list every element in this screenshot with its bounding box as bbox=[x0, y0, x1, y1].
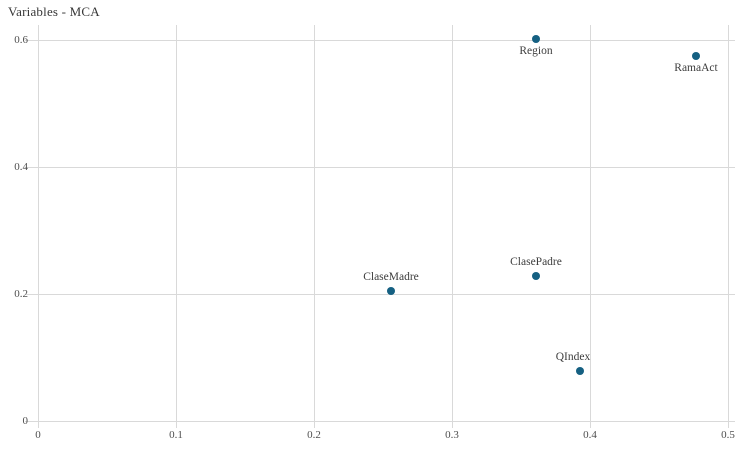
data-point[interactable] bbox=[532, 35, 540, 43]
vertical-gridline bbox=[452, 25, 453, 428]
data-point-label: ClasePadre bbox=[510, 256, 562, 268]
vertical-gridline bbox=[590, 25, 591, 428]
vertical-gridline bbox=[314, 25, 315, 428]
x-axis-tick-label: 0.2 bbox=[307, 429, 321, 441]
vertical-gridline bbox=[38, 25, 39, 428]
data-point[interactable] bbox=[576, 367, 584, 375]
horizontal-gridline bbox=[25, 40, 735, 41]
horizontal-gridline bbox=[25, 294, 735, 295]
data-point-label: QIndex bbox=[555, 351, 591, 363]
data-point-label: Region bbox=[519, 45, 553, 57]
data-point[interactable] bbox=[692, 52, 700, 60]
x-axis-tick-label: 0.3 bbox=[445, 429, 459, 441]
x-axis-tick-label: 0.5 bbox=[721, 429, 735, 441]
data-point-label: RamaAct bbox=[674, 62, 718, 74]
y-axis-tick-label: 0.6 bbox=[14, 34, 28, 46]
y-axis-tick-label: 0 bbox=[22, 415, 29, 427]
y-axis-tick-label: 0.4 bbox=[14, 161, 28, 173]
horizontal-gridline bbox=[25, 421, 735, 422]
data-point[interactable] bbox=[532, 272, 540, 280]
x-axis-tick-label: 0 bbox=[35, 429, 41, 441]
vertical-gridline bbox=[728, 25, 729, 428]
x-axis-tick-label: 0.4 bbox=[583, 429, 597, 441]
vertical-gridline bbox=[176, 25, 177, 428]
horizontal-gridline bbox=[25, 167, 735, 168]
chart-title: Variables - MCA bbox=[8, 4, 100, 19]
x-axis-tick-label: 0.1 bbox=[169, 429, 183, 441]
y-axis-tick-label: 0.2 bbox=[14, 288, 28, 300]
data-point-label: ClaseMadre bbox=[363, 271, 419, 283]
data-point[interactable] bbox=[387, 287, 395, 295]
